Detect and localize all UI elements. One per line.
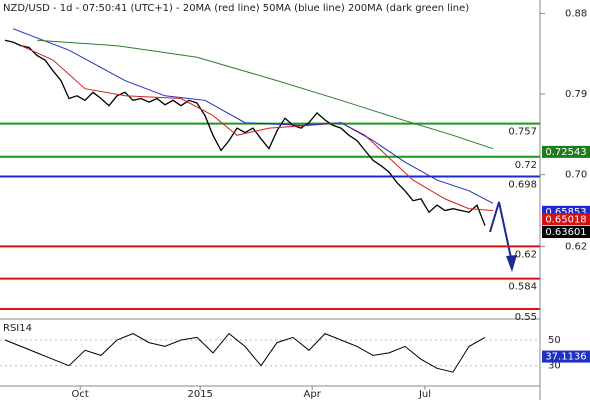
series-line <box>12 28 494 204</box>
level-label: 0.698 <box>508 179 537 190</box>
level-label: 0.62 <box>515 249 537 260</box>
y-tick-label: 0.62 <box>565 241 587 252</box>
level-label: 0.72 <box>515 160 537 171</box>
rsi-tag <box>542 350 590 363</box>
arrow-head <box>506 255 517 272</box>
x-tick-label: Jul <box>418 389 431 400</box>
y-tick-label: 0.79 <box>565 89 587 100</box>
rsi-tick-label: 30 <box>548 361 561 372</box>
price-tag-label: 0.65018 <box>545 214 586 225</box>
price-tag-label: 0.72543 <box>545 147 586 158</box>
y-tick-label: 0.70 <box>565 170 587 181</box>
rsi-tag-label: 37.1136 <box>545 352 586 363</box>
series-line <box>4 39 486 226</box>
price-tag-label: 0.63601 <box>545 227 586 238</box>
level-label: 0.584 <box>508 282 537 293</box>
chart-title: NZD/USD - 1d - 07:50:41 (UTC+1) - 20MA (… <box>3 3 469 14</box>
rsi-tick-label: 50 <box>548 335 561 346</box>
price-tag <box>542 213 590 226</box>
y-tick-label: 0.88 <box>565 8 587 19</box>
series-line <box>4 332 486 373</box>
price-tag <box>542 145 590 158</box>
x-tick-label: Oct <box>72 389 89 400</box>
series-line <box>36 39 494 150</box>
x-tick-label: Apr <box>304 389 322 400</box>
rsi-title: RSI14 <box>3 323 32 334</box>
level-label: 0.757 <box>508 127 537 138</box>
level-label: 0.55 <box>515 312 537 323</box>
price-tag-label: 0.65853 <box>545 207 586 218</box>
price-tag <box>542 225 590 238</box>
series-line <box>20 45 494 211</box>
x-tick-label: 2015 <box>187 389 212 400</box>
forecast-arrow <box>489 201 512 259</box>
